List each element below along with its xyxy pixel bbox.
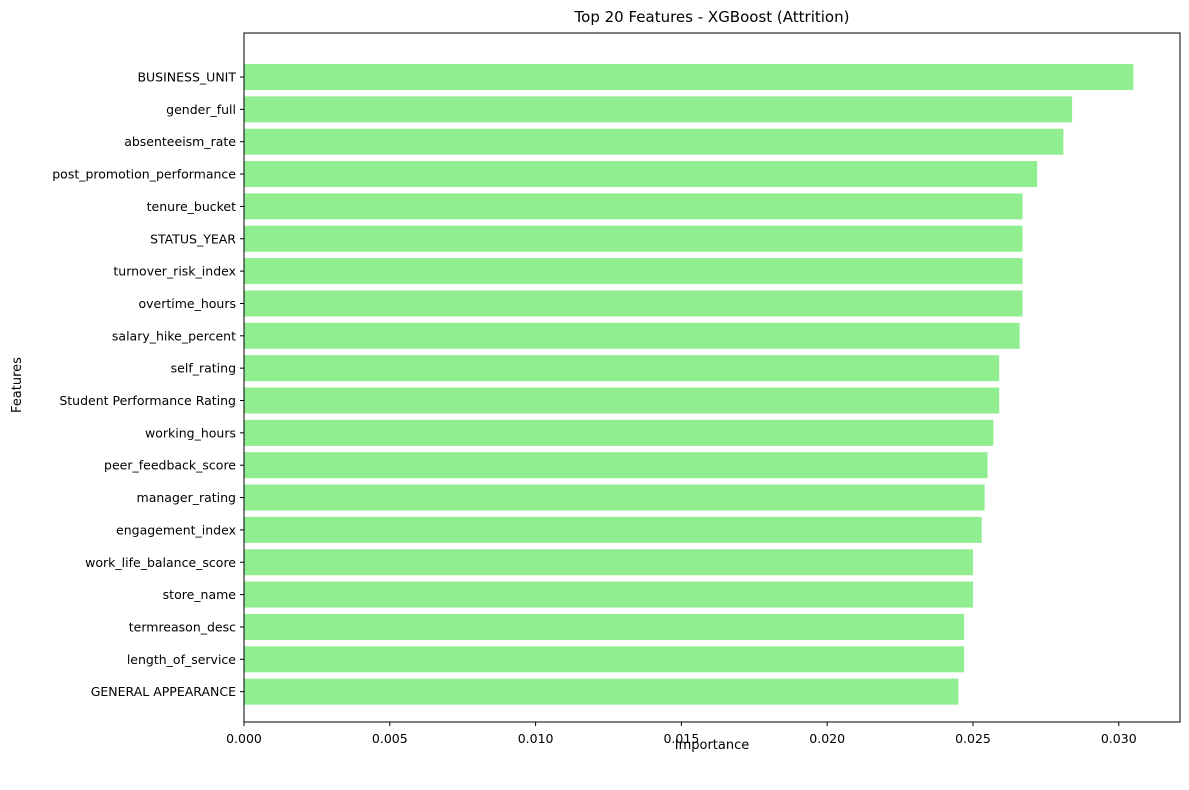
bar — [244, 549, 973, 576]
y-axis-ticks: BUSINESS_UNIT gender_full absenteeism_rate… — [52, 70, 244, 699]
x-axis-label: Importance — [675, 738, 750, 753]
bar — [244, 581, 973, 608]
y-tick-label: absenteeism_rate — [124, 134, 236, 149]
y-tick-label: tenure_bucket — [147, 199, 236, 214]
y-tick-label: store_name — [163, 587, 237, 602]
bars-group — [244, 64, 1134, 705]
y-tick-label: Student Performance Rating — [59, 393, 236, 408]
y-tick-label: engagement_index — [116, 522, 236, 537]
y-tick-label: termreason_desc — [129, 619, 236, 634]
y-tick-label: manager_rating — [137, 490, 236, 505]
chart-title: Top 20 Features - XGBoost (Attrition) — [574, 8, 850, 26]
bar — [244, 387, 1000, 414]
y-tick-label: GENERAL APPEARANCE — [91, 684, 236, 699]
y-tick-label: overtime_hours — [138, 296, 236, 311]
x-tick-label: 0.000 — [226, 731, 262, 746]
plot-frame — [243, 32, 1181, 723]
bar — [244, 484, 985, 511]
bar — [244, 258, 1023, 285]
y-tick-label: turnover_risk_index — [113, 264, 236, 279]
bar — [244, 355, 1000, 382]
bar — [244, 516, 982, 543]
bar — [244, 646, 965, 673]
x-tick-label: 0.025 — [955, 731, 991, 746]
x-tick-label: 0.030 — [1101, 731, 1137, 746]
y-axis-label: Features — [10, 357, 25, 413]
y-tick-label: salary_hike_percent — [112, 328, 236, 343]
x-tick-label: 0.015 — [663, 731, 699, 746]
x-axis-ticks: 0.000 0.005 0.010 0.015 0.020 0.025 0.030 — [226, 722, 1137, 746]
y-tick-label: peer_feedback_score — [104, 458, 236, 473]
bar — [244, 193, 1023, 220]
bar — [244, 161, 1038, 188]
bar — [244, 128, 1064, 155]
y-tick-label: self_rating — [171, 361, 236, 376]
x-tick-label: 0.020 — [809, 731, 845, 746]
y-tick-label: work_life_balance_score — [85, 555, 236, 570]
y-tick-label: working_hours — [145, 425, 236, 440]
bar — [244, 613, 965, 640]
bar — [244, 452, 988, 479]
bar — [244, 290, 1023, 317]
x-tick-label: 0.010 — [518, 731, 554, 746]
bar — [244, 64, 1134, 90]
bar — [244, 419, 994, 446]
y-tick-label: BUSINESS_UNIT — [137, 70, 236, 85]
bar — [244, 225, 1023, 252]
y-tick-label: post_promotion_performance — [52, 167, 236, 182]
x-tick-label: 0.005 — [372, 731, 408, 746]
bar — [244, 322, 1020, 349]
bar — [244, 96, 1073, 123]
y-tick-label: length_of_service — [127, 652, 236, 667]
bar — [244, 678, 959, 705]
y-tick-label: gender_full — [166, 102, 236, 117]
y-tick-label: STATUS_YEAR — [150, 231, 236, 246]
